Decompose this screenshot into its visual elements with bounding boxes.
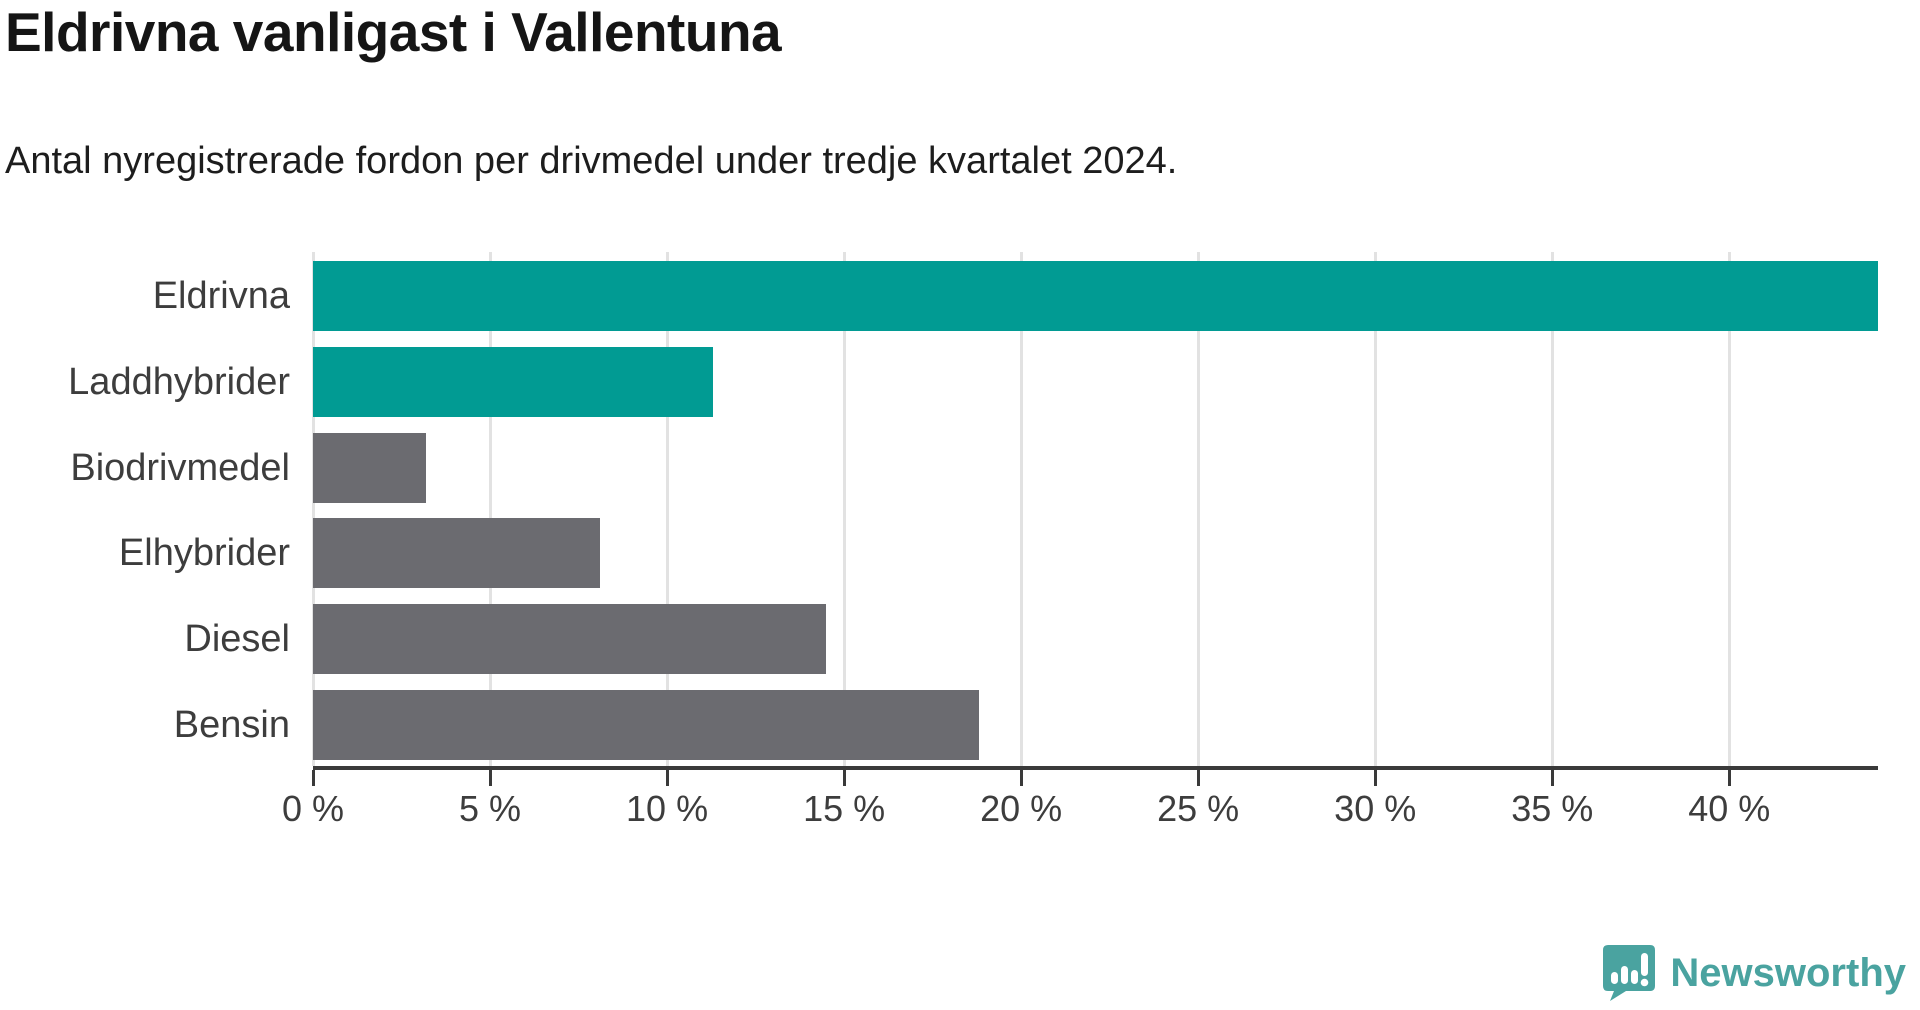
bar-label: Bensin (173, 704, 290, 746)
bar (313, 346, 714, 417)
bar (313, 261, 1878, 331)
bar-label: Elhybrider (118, 532, 290, 575)
gridline (1373, 252, 1377, 766)
x-tick-label: 35 % (1511, 788, 1594, 829)
gridline (311, 252, 315, 766)
x-tick (1550, 770, 1554, 786)
x-tick (488, 770, 492, 786)
gridline (1019, 252, 1023, 766)
gridline (1550, 252, 1554, 766)
bar (313, 518, 600, 589)
x-tick-label: 40 % (1688, 788, 1771, 829)
x-tick-label: 10 % (626, 788, 709, 829)
newsworthy-logo-text: Newsworthy (1670, 950, 1906, 995)
bar-label: Biodrivmedel (70, 446, 290, 489)
x-tick (1196, 770, 1200, 786)
bar (313, 432, 427, 503)
bar (313, 690, 979, 760)
x-axis-line (313, 766, 1878, 770)
x-tick-label: 5 % (459, 788, 522, 829)
x-tick-label: 20 % (980, 788, 1063, 829)
bar-label: Diesel (184, 618, 290, 661)
chart-title: Eldrivna vanligast i Vallentuna (5, 1, 782, 63)
bar-label: Laddhybrider (68, 360, 290, 403)
x-tick (311, 770, 315, 786)
gridline (1196, 252, 1200, 766)
chart-subtitle: Antal nyregistrerade fordon per drivmede… (5, 140, 1178, 182)
x-tick-label: 30 % (1334, 788, 1417, 829)
x-tick (1019, 770, 1023, 786)
bar-label: Eldrivna (152, 275, 290, 317)
gridline (488, 252, 492, 766)
bar-chart-speech-bubble-icon (1602, 944, 1656, 1002)
x-tick (665, 770, 669, 786)
x-tick-label: 15 % (803, 788, 886, 829)
gridline (665, 252, 669, 766)
x-tick (842, 770, 846, 786)
x-tick-label: 25 % (1157, 788, 1240, 829)
newsworthy-logo: Newsworthy (1602, 944, 1906, 1002)
bar (313, 604, 827, 675)
gridline (1727, 252, 1731, 766)
x-tick (1727, 770, 1731, 786)
x-tick-label: 0 % (281, 788, 345, 829)
x-tick (1373, 770, 1377, 786)
gridline (842, 252, 846, 766)
